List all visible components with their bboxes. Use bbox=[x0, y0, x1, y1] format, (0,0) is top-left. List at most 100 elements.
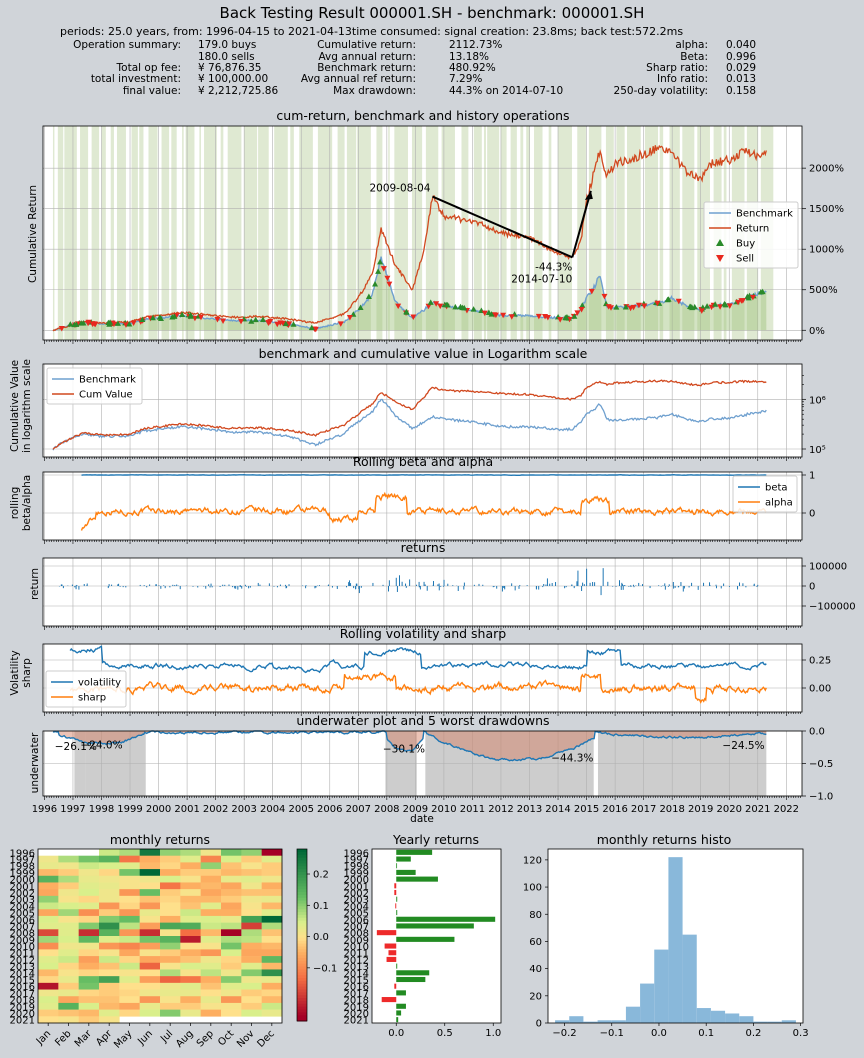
heatmap-cell bbox=[261, 909, 283, 917]
heatmap-cell bbox=[241, 942, 262, 950]
row-label: 1997 bbox=[10, 855, 35, 866]
heatmap-cell bbox=[99, 882, 120, 890]
heatmap-cell bbox=[221, 909, 242, 917]
underwater-panel: 0.0 −0.5 −1.0 −26.1%−24.0% −30.1% −44.3% −24.5… bbox=[32, 727, 834, 816]
heatmap-cell bbox=[139, 929, 161, 937]
sell-marker bbox=[557, 317, 564, 323]
heatmap-cell bbox=[180, 909, 201, 917]
heatmap-cell bbox=[160, 849, 181, 856]
colorbar-segment bbox=[297, 1000, 307, 1005]
buy-marker bbox=[488, 311, 495, 317]
heatmap-cell bbox=[241, 936, 262, 943]
figure-subtitle: periods: 25.0 years, from: 1996-04-15 to… bbox=[60, 25, 683, 38]
heatmap-cell bbox=[58, 1002, 79, 1010]
col-label: Aug bbox=[174, 1028, 196, 1050]
heatmap-cell bbox=[200, 989, 222, 997]
heatmap-cell bbox=[99, 1016, 120, 1024]
x-tick-label: 2016 bbox=[602, 804, 627, 815]
colorbar-segment bbox=[297, 989, 307, 993]
heatmap-cell bbox=[200, 1009, 222, 1017]
heatmap-cell bbox=[261, 936, 283, 943]
heatmap-cell bbox=[261, 922, 283, 930]
y-tick-label: 100 bbox=[523, 883, 542, 894]
heatmap-cell bbox=[241, 956, 262, 964]
buy-marker bbox=[665, 296, 672, 302]
y-tick-label: 1500% bbox=[809, 204, 844, 215]
sell-marker bbox=[85, 320, 92, 327]
heatmap-cell bbox=[180, 889, 201, 897]
colorbar-segment bbox=[297, 969, 307, 973]
buy-marker bbox=[308, 324, 315, 331]
heatmap-cell bbox=[200, 889, 222, 897]
heatmap-cell bbox=[78, 889, 100, 897]
buy-marker bbox=[403, 308, 410, 315]
heatmap-cell bbox=[38, 1002, 59, 1010]
plot-area bbox=[43, 644, 802, 712]
summary-label: 250-day volatility: bbox=[614, 85, 708, 97]
row-label: 1999 bbox=[344, 868, 369, 879]
heatmap-cell bbox=[58, 895, 79, 903]
sell-marker bbox=[386, 281, 393, 288]
heatmap-cell bbox=[99, 962, 120, 970]
heatmap-cell bbox=[180, 949, 201, 957]
heatmap-cell bbox=[119, 1002, 140, 1010]
buy-marker bbox=[759, 288, 766, 295]
yearly-bar bbox=[396, 863, 398, 869]
heatmap-cell bbox=[261, 895, 283, 903]
heatmap-cell bbox=[160, 956, 181, 964]
x-tick-label: 2013 bbox=[517, 804, 542, 815]
heatmap-cell bbox=[241, 922, 262, 930]
summary-label: Avg annual ref return: bbox=[301, 73, 416, 85]
beta-line bbox=[81, 473, 767, 477]
row-label: 2003 bbox=[344, 895, 369, 906]
heatmap-cell bbox=[200, 869, 222, 877]
heatmap-cell bbox=[139, 936, 161, 943]
colorbar-segment bbox=[297, 883, 307, 887]
heatmap-cell bbox=[221, 862, 242, 870]
row-label: 2009 bbox=[10, 935, 35, 946]
heatmap-cell bbox=[99, 929, 120, 937]
x-tick-label: 1997 bbox=[60, 804, 85, 815]
heatmap-cell bbox=[99, 956, 120, 964]
heatmap-cell bbox=[38, 862, 59, 870]
heatmap-cell bbox=[221, 976, 242, 984]
histogram-bar bbox=[583, 1021, 598, 1023]
summary-label: Operation summary: bbox=[73, 39, 181, 51]
y-tick-label: 2000% bbox=[809, 164, 844, 175]
holding-period bbox=[148, 126, 158, 340]
heatmap-cell bbox=[99, 895, 120, 903]
heatmap-cell bbox=[200, 962, 222, 970]
heatmap-cell bbox=[180, 875, 201, 883]
heatmap-cell bbox=[58, 889, 79, 897]
buy-marker bbox=[259, 316, 266, 322]
colorbar-segment bbox=[297, 986, 307, 990]
legend-label: Sell bbox=[736, 254, 754, 265]
x-tick-label: 2011 bbox=[460, 804, 485, 815]
buy-marker bbox=[427, 299, 434, 305]
heatmap-cell bbox=[160, 982, 181, 990]
summary-value: 2112.73% bbox=[449, 39, 502, 51]
heatmap-cell bbox=[180, 902, 201, 910]
drawdown-label: −24.5% bbox=[722, 740, 764, 752]
heatmap-cell bbox=[78, 936, 100, 943]
summary-label: alpha: bbox=[675, 39, 708, 51]
holding-period bbox=[185, 126, 195, 340]
heatmap-cell bbox=[58, 929, 79, 937]
summary-value: 44.3% on 2014-07-10 bbox=[449, 85, 563, 97]
summary-value: 0.029 bbox=[726, 62, 756, 74]
y-tick-label: 0 bbox=[809, 509, 815, 520]
colorbar-segment bbox=[297, 860, 307, 864]
heatmap-cell bbox=[200, 949, 222, 957]
yearly-bar bbox=[396, 970, 430, 976]
x-tick-label: 0.5 bbox=[437, 1028, 453, 1039]
y-axis-label: rollingbeta/alpha bbox=[9, 475, 33, 531]
plot-area bbox=[372, 849, 501, 1023]
yearly-bar bbox=[396, 856, 411, 862]
yearly-bar bbox=[394, 883, 397, 889]
heatmap-cell bbox=[221, 875, 242, 883]
sell-marker bbox=[726, 303, 733, 309]
heatmap-cell bbox=[119, 1009, 140, 1017]
row-label: 2015 bbox=[344, 976, 369, 987]
x-tick-label: 2012 bbox=[488, 804, 513, 815]
heatmap-cell bbox=[261, 869, 283, 877]
